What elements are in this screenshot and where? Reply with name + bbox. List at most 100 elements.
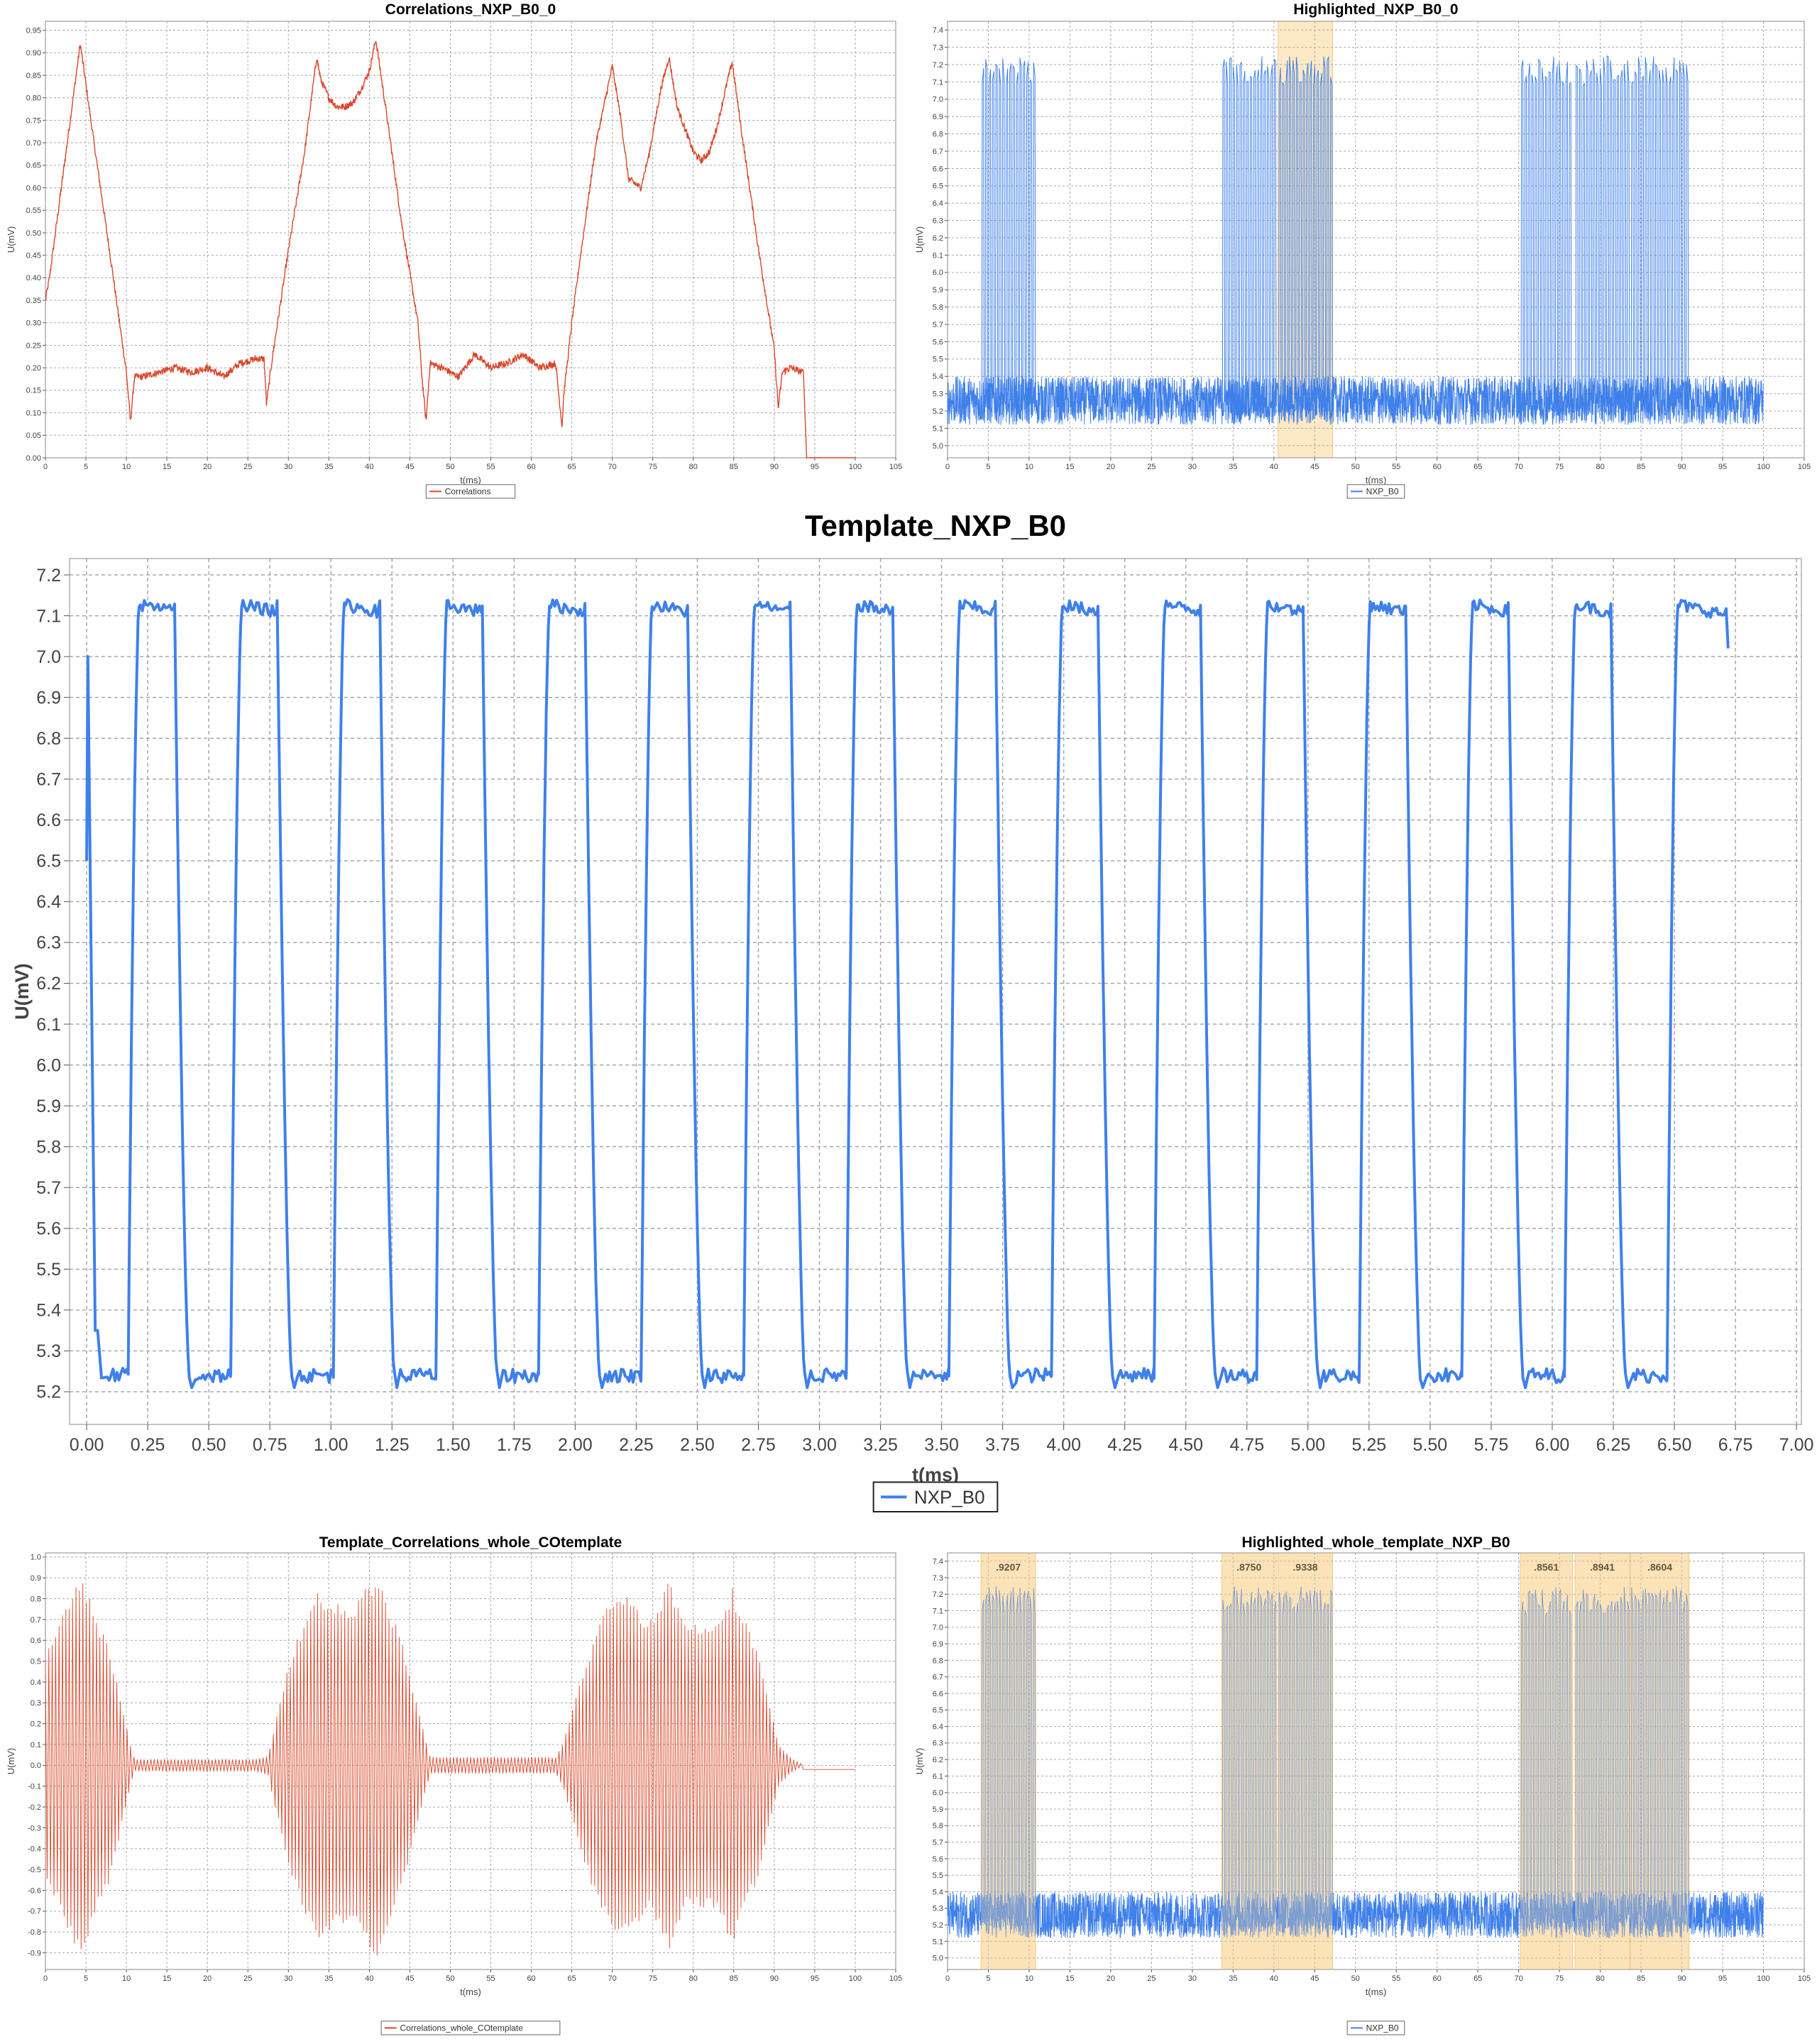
y-tick-label: 0.8 [31,1595,41,1603]
x-tick-label: 70 [608,1974,617,1983]
signal-burst [1575,55,1630,417]
y-tick-label: 6.6 [36,811,61,830]
x-tick-label: 45 [1310,463,1319,471]
x-tick-label: 65 [567,463,576,471]
x-tick-label: 15 [163,463,171,471]
y-tick-label: 5.3 [36,1341,61,1361]
x-tick-label: 90 [770,1974,779,1983]
x-tick-label: 85 [1637,1974,1645,1983]
x-tick-label: 85 [730,463,738,471]
x-tick-label: 1.00 [314,1435,348,1455]
y-tick-label: 6.5 [933,1706,943,1715]
y-tick-label: 6.4 [933,1722,943,1731]
x-tick-label: 95 [1718,463,1727,471]
x-axis-label: t(ms) [1366,1987,1387,1997]
chart-title: Highlighted_whole_template_NXP_B0 [1241,1534,1510,1551]
x-tick-label: 20 [203,463,212,471]
x-tick-label: 6.50 [1657,1435,1692,1455]
legend-label: NXP_B0 [1366,2023,1399,2033]
y-tick-label: 5.4 [933,1888,943,1896]
y-tick-label: 5.9 [933,286,943,295]
y-tick-label: 5.6 [933,1855,943,1864]
y-tick-label: 0.4 [31,1678,41,1687]
x-tick-label: 100 [1757,463,1769,471]
legend: NXP_B0 [1346,484,1405,499]
y-tick-label: 6.9 [933,1640,943,1649]
x-tick-label: 15 [1065,463,1074,471]
y-tick-label: 5.6 [36,1219,61,1239]
x-tick-label: 5.25 [1352,1435,1387,1455]
y-tick-label: 7.1 [933,78,943,87]
x-tick-label: 3.25 [863,1435,898,1455]
y-tick-label: 6.2 [933,1756,943,1764]
x-tick-label: 5 [84,1974,88,1983]
y-tick-label: 5.2 [36,1383,61,1402]
y-tick-label: 5.9 [36,1097,61,1116]
x-tick-label: 5.00 [1290,1435,1325,1455]
signal-burst [1222,56,1277,417]
x-tick-label: 75 [649,463,657,471]
x-tick-label: 6.25 [1596,1435,1631,1455]
x-tick-label: 2.25 [619,1435,654,1455]
y-tick-label: 7.2 [36,566,61,586]
grid: 0 5 10 15 20 25 30 35 40 45 50 55 60 65 70 75 80 85 90 95 10… [26,21,902,471]
x-tick-label: 10 [122,463,131,471]
y-tick-label: 5.5 [933,356,943,364]
y-tick-label: 6.9 [933,113,943,121]
highlight-overlay [1630,1553,1689,1969]
y-tick-label: 0.15 [26,387,41,395]
x-tick-label: 25 [1147,463,1155,471]
y-tick-label: 0.50 [26,229,41,238]
x-tick-label: 70 [1515,463,1523,471]
x-tick-label: 80 [689,463,698,471]
x-tick-label: 100 [1757,1974,1769,1983]
x-tick-label: 30 [1188,463,1197,471]
y-tick-label: 6.0 [36,1055,61,1075]
legend-box [1346,484,1405,499]
y-tick-label: 6.7 [933,148,943,156]
x-tick-label: 15 [163,1974,171,1983]
y-tick-label: 0.2 [31,1720,41,1729]
x-tick-label: 90 [1677,463,1686,471]
legend-label: NXP_B0 [1366,487,1399,497]
y-tick-label: 0.00 [26,454,41,463]
x-tick-label: 25 [1147,1974,1155,1983]
highlight-label: .8561 [1534,1561,1559,1573]
y-tick-label: 0.3 [31,1699,41,1708]
x-tick-label: 95 [1718,1974,1727,1983]
y-axis-label: U(mV) [11,963,33,1020]
template-correlations-chart: Template_Correlations_whole_COtemplate 0… [6,1534,902,2035]
y-tick-label: -0.4 [28,1845,41,1854]
y-tick-label: 6.1 [933,1772,943,1781]
x-tick-label: 1.75 [497,1435,532,1455]
x-tick-label: 55 [1392,463,1400,471]
y-tick-label: 7.4 [933,1557,943,1566]
signal-burst [1630,56,1689,417]
y-tick-label: -0.2 [28,1803,41,1812]
highlighted-whole-chart: Highlighted_whole_template_NXP_B0 0 5 10 15… [914,1534,1811,2035]
x-tick-label: 35 [324,463,333,471]
highlighted-chart: Highlighted_NXP_B0_0 0 5 10 15 20 25 30 35 40 45 5… [914,1,1811,499]
chart-title: Template_Correlations_whole_COtemplate [319,1534,622,1551]
x-tick-label: 75 [1555,1974,1564,1983]
highlight-label: .8750 [1236,1561,1261,1573]
highlight-label: .9338 [1293,1561,1318,1573]
y-tick-label: 5.3 [933,1905,943,1913]
x-tick-label: 5 [986,463,990,471]
x-tick-label: 25 [243,463,252,471]
y-tick-label: 0.45 [26,252,41,260]
x-tick-label: 20 [1107,1974,1115,1983]
y-tick-label: 5.8 [933,1822,943,1830]
legend: Correlations [425,484,516,499]
y-axis-label: U(mV) [6,226,16,253]
x-tick-label: 35 [1229,463,1237,471]
y-tick-label: 5.7 [933,1838,943,1847]
x-tick-label: 10 [122,1974,131,1983]
x-tick-label: 3.50 [924,1435,959,1455]
y-tick-label: -0.6 [28,1886,41,1895]
x-tick-label: 3.00 [802,1435,837,1455]
x-tick-label: 20 [203,1974,212,1983]
x-tick-label: 65 [1473,463,1482,471]
x-tick-label: 5.50 [1413,1435,1448,1455]
y-tick-label: 6.4 [36,892,61,912]
